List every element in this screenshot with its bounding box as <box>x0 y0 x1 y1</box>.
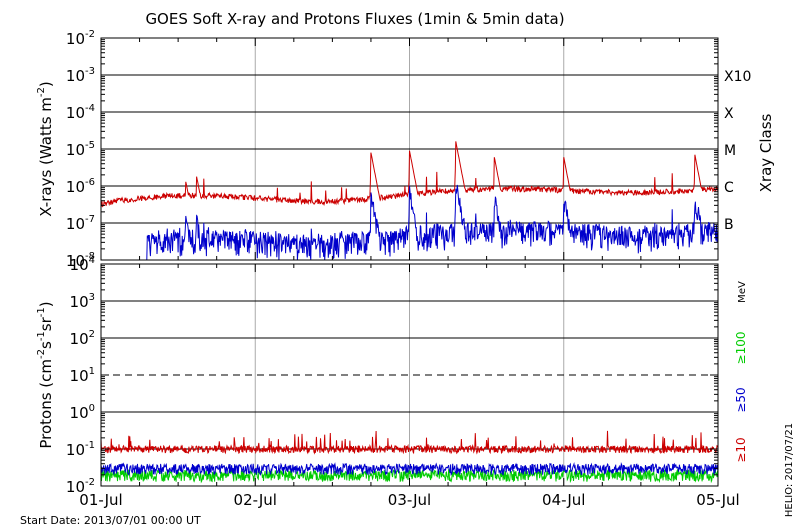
start-date: Start Date: 2013/07/01 00:00 UT <box>20 514 201 527</box>
xray-y-tick-label: 10-3 <box>66 66 95 85</box>
xray-class-labels: X10 X M C B <box>724 69 751 233</box>
proton-energy-label: ≥10 <box>734 437 748 462</box>
proton-y-tick-label: 104 <box>70 255 95 274</box>
xray-y-tick-label: 10-6 <box>66 177 95 196</box>
xray-class-label: M <box>724 143 736 159</box>
xray-y-tick-label: 10-8 <box>66 251 95 270</box>
proton-y-axis-label: Protons (cm-2s-1sr-1) <box>36 301 55 448</box>
xray-y-ticks: 10-2 10-3 10-4 10-5 10-6 10-7 10-8 <box>66 29 718 270</box>
xray-panel: 10-2 10-3 10-4 10-5 10-6 10-7 10-8 X10 X M C B X-r… <box>36 29 775 270</box>
proton-y-ticks: 104 103 102 101 100 10-1 10-2 <box>66 255 718 496</box>
xray-class-label: X <box>724 106 734 122</box>
xray-class-label: B <box>724 217 734 233</box>
xray-y-tick-label: 10-4 <box>66 103 95 122</box>
xray-long-channel-line <box>100 141 719 208</box>
proton-unit-label: MeV <box>737 281 748 303</box>
proton-y-tick-label: 103 <box>70 292 95 311</box>
proton-y-tick-label: 101 <box>70 366 95 385</box>
xray-short-channel-line <box>101 184 719 261</box>
proton-series-line <box>100 430 719 455</box>
xray-class-label: X10 <box>724 69 751 85</box>
proton-energy-label: ≥100 <box>734 332 748 365</box>
proton-grid <box>101 264 718 486</box>
xray-series <box>100 141 719 261</box>
x-tick-label: 01-Jul <box>79 491 122 509</box>
xray-y-tick-label: 10-2 <box>66 29 95 48</box>
x-tick-label: 02-Jul <box>234 491 277 509</box>
xray-grid <box>101 38 718 260</box>
xray-y-axis-label: X-rays (Watts m-2) <box>36 81 55 216</box>
proton-series <box>100 430 719 484</box>
proton-panel: 104 103 102 101 100 10-1 10-2 Protons (cm-2s-1… <box>36 255 748 496</box>
credit-label: HELIO: 2017/07/21 <box>784 423 795 517</box>
x-axis: 01-Jul 02-Jul 03-Jul 04-Jul 05-Jul <box>79 38 740 509</box>
xray-class-label: C <box>724 180 734 196</box>
xray-class-axis-label: Xray Class <box>757 113 775 192</box>
chart-title: GOES Soft X-ray and Protons Fluxes (1min… <box>145 10 564 28</box>
proton-series-line <box>100 468 719 484</box>
proton-energy-labels: MeV ≥100 ≥50 ≥10 <box>734 281 748 463</box>
xray-y-tick-label: 10-5 <box>66 140 95 159</box>
proton-y-tick-label: 102 <box>70 329 95 348</box>
proton-y-tick-label: 100 <box>70 403 95 422</box>
x-tick-label: 03-Jul <box>388 491 431 509</box>
x-tick-label: 05-Jul <box>696 491 739 509</box>
proton-energy-label: ≥50 <box>734 387 748 412</box>
proton-y-tick-label: 10-1 <box>66 440 95 459</box>
proton-y-tick-label: 10-2 <box>66 477 95 496</box>
xray-y-tick-label: 10-7 <box>66 214 95 233</box>
x-tick-label: 04-Jul <box>542 491 585 509</box>
proton-series-line <box>100 461 719 476</box>
